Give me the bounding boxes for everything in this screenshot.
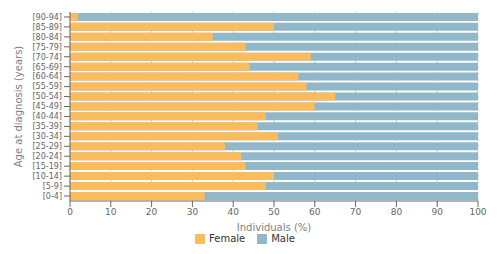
svg-text:[50-54]: [50-54] (33, 92, 63, 101)
svg-text:[15-19]: [15-19] (33, 162, 63, 171)
svg-text:80: 80 (391, 207, 403, 217)
svg-text:[0-4]: [0-4] (43, 192, 62, 201)
svg-text:[5-9]: [5-9] (43, 182, 62, 191)
svg-text:[45-49]: [45-49] (33, 102, 63, 111)
svg-text:[35-39]: [35-39] (33, 122, 63, 131)
svg-text:10: 10 (105, 207, 117, 217)
svg-text:[60-64]: [60-64] (33, 72, 63, 81)
svg-text:70: 70 (350, 207, 362, 217)
svg-text:[85-89]: [85-89] (33, 23, 63, 32)
html-text:Female: Female (209, 233, 246, 244)
svg-text:[40-44]: [40-44] (33, 112, 63, 121)
svg-text:Individuals (%): Individuals (%) (237, 222, 311, 233)
svg-text:20: 20 (146, 207, 158, 217)
svg-text:[10-14]: [10-14] (33, 172, 63, 181)
svg-text:[65-69]: [65-69] (33, 63, 63, 72)
svg-text:Age at diagnosis (years): Age at diagnosis (years) (13, 46, 24, 168)
svg-text:30: 30 (187, 207, 199, 217)
html-text:Male: Male (271, 233, 295, 244)
svg-text:[20-24]: [20-24] (33, 152, 63, 161)
svg-text:[30-34]: [30-34] (33, 132, 63, 141)
svg-text:100: 100 (469, 207, 486, 217)
svg-text:40: 40 (227, 207, 239, 217)
svg-text:50: 50 (268, 207, 280, 217)
svg-text:[25-29]: [25-29] (33, 142, 63, 151)
svg-text:90: 90 (431, 207, 443, 217)
svg-text:0: 0 (67, 207, 73, 217)
svg-text:[70-74]: [70-74] (33, 53, 63, 62)
svg-text:[55-59]: [55-59] (33, 82, 63, 91)
svg-text:[75-79]: [75-79] (33, 43, 63, 52)
svg-text:60: 60 (309, 207, 321, 217)
svg-text:[90-94]: [90-94] (33, 13, 63, 22)
svg-text:[80-84]: [80-84] (33, 33, 63, 42)
